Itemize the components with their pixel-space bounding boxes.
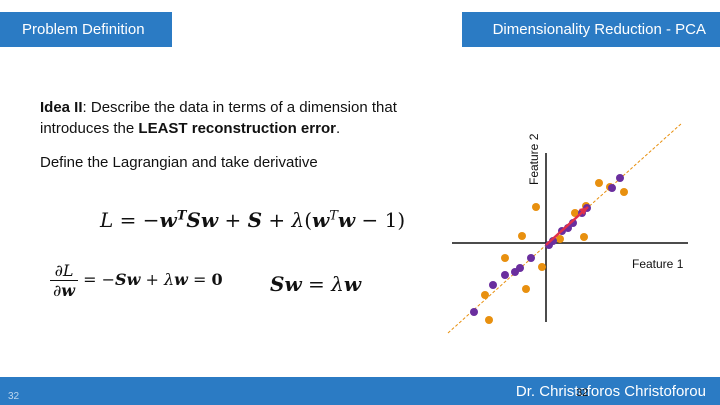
- eigen-equation: Sw = λw: [270, 272, 362, 296]
- data-point: [501, 254, 509, 262]
- data-point: [595, 179, 603, 187]
- projected-point: [516, 264, 524, 272]
- data-point: [571, 209, 579, 217]
- author-name: Dr. Christoforos Christoforou: [515, 383, 706, 400]
- arrow-head-icon: [579, 207, 588, 215]
- data-point: [518, 232, 526, 240]
- projected-point: [527, 254, 535, 262]
- pca-scatter-plot: Feature 2 Feature 1: [447, 122, 688, 334]
- original-points: [481, 179, 628, 324]
- derivative-equation: ∂L ∂w = −Sw + λw = 0: [50, 261, 223, 300]
- idea-label: Idea II: [40, 99, 83, 116]
- idea-text: : Describe the data in terms of a dimens…: [40, 99, 397, 137]
- projected-points: [470, 174, 624, 316]
- data-point: [556, 235, 564, 243]
- projected-point: [501, 271, 509, 279]
- data-point: [481, 291, 489, 299]
- lagrangian-equation: L = −wTSw + S + λ(wTw − 1): [100, 208, 406, 232]
- data-point: [522, 285, 530, 293]
- idea-paragraph: Idea II: Describe the data in terms of a…: [40, 97, 440, 139]
- data-point: [532, 203, 540, 211]
- data-point: [485, 316, 493, 324]
- idea-bold: LEAST reconstruction error: [138, 120, 336, 137]
- page-number: 32: [576, 387, 589, 399]
- slide-number: 32: [8, 391, 20, 402]
- data-point: [620, 188, 628, 196]
- data-point: [580, 233, 588, 241]
- top-bar: Problem Definition Dimensionality Reduct…: [0, 0, 720, 55]
- idea-end: .: [335, 120, 341, 137]
- data-point: [538, 263, 546, 271]
- projected-point: [489, 281, 497, 289]
- projected-point: [608, 184, 616, 192]
- footer-bar: [0, 377, 720, 405]
- projected-point: [470, 308, 478, 316]
- y-axis-label: Feature 2: [527, 133, 541, 185]
- lecture-title: Dimensionality Reduction - PCA: [462, 12, 720, 47]
- lagrangian-line: Define the Lagrangian and take derivativ…: [40, 154, 318, 171]
- section-title: Problem Definition: [0, 12, 172, 47]
- principal-vector-arrow: [545, 206, 589, 246]
- x-axis-label: Feature 1: [632, 257, 684, 271]
- projected-point: [616, 174, 624, 182]
